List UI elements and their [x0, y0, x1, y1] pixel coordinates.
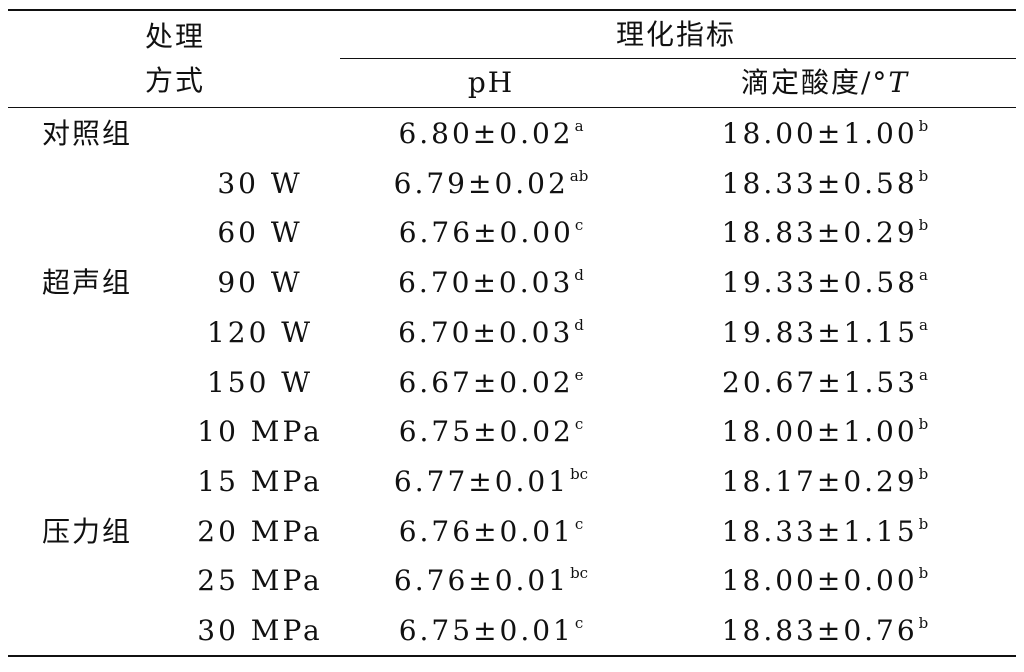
row-acidity-significance: a — [919, 266, 928, 284]
row-acidity-significance: a — [919, 316, 928, 334]
row-ph-value: 6.75±0.01 — [398, 614, 574, 647]
header-indicators: 理化指标 — [615, 18, 737, 51]
row-ph-value: 6.67±0.02 — [398, 366, 574, 399]
row-acidity-significance: a — [919, 366, 928, 384]
row-acidity-value: 18.00±1.00 — [721, 415, 918, 448]
row-ph-significance: e — [574, 366, 584, 384]
row-ph-significance: c — [574, 216, 584, 234]
row-acidity-value: 18.17±0.29 — [721, 465, 918, 498]
row-ph-significance: ab — [569, 167, 589, 185]
row-acidity: 18.33±1.15b — [722, 515, 929, 549]
row-ph-value: 6.75±0.02 — [398, 415, 574, 448]
row-ph: 6.79±0.02ab — [394, 167, 589, 201]
row-ph-value: 6.76±0.00 — [398, 216, 574, 249]
row-level: 150 W — [206, 366, 314, 399]
header-ph: pH — [467, 66, 515, 99]
row-acidity-significance: b — [918, 216, 929, 234]
row-acidity: 19.83±1.15a — [722, 316, 928, 350]
row-acidity: 18.83±0.29b — [722, 216, 929, 250]
row-acidity: 18.00±1.00b — [722, 415, 929, 449]
row-ph-significance: c — [574, 515, 584, 533]
row-level: 10 MPa — [197, 415, 323, 448]
row-acidity-significance: b — [918, 564, 929, 582]
row-ph-significance: d — [574, 266, 584, 284]
row-ph: 6.70±0.03d — [398, 266, 584, 300]
row-ph-value: 6.76±0.01 — [393, 564, 570, 597]
row-ph-significance: c — [574, 415, 584, 433]
row-ph: 6.76±0.01c — [399, 515, 584, 549]
top-rule — [8, 9, 1016, 11]
row-acidity: 18.00±0.00b — [722, 564, 929, 598]
row-acidity: 20.67±1.53a — [722, 366, 928, 400]
row-acidity-value: 18.00±0.00 — [721, 564, 918, 597]
row-acidity: 18.00±1.00b — [722, 117, 929, 151]
row-ph-significance: a — [574, 117, 584, 135]
row-ph: 6.77±0.01bc — [394, 465, 588, 499]
row-ph-value: 6.76±0.01 — [398, 515, 574, 548]
header-treatment-line1: 处理 — [144, 20, 206, 53]
row-ph-value: 6.77±0.01 — [393, 465, 570, 498]
row-acidity-significance: b — [918, 415, 929, 433]
header-treatment-line2: 方式 — [144, 64, 206, 97]
row-acidity: 18.33±0.58b — [722, 167, 929, 201]
row-ph-value: 6.80±0.02 — [398, 117, 574, 150]
row-ph: 6.67±0.02e — [398, 366, 583, 400]
row-acidity: 19.33±0.58a — [722, 266, 928, 300]
row-level: 120 W — [206, 316, 314, 349]
row-ph-significance: c — [574, 614, 584, 632]
row-acidity-significance: b — [918, 515, 929, 533]
header-bottom-rule — [8, 107, 1016, 109]
header-acidity-unit: T — [888, 66, 910, 99]
row-acidity-significance: b — [918, 167, 929, 185]
row-level: 30 W — [217, 167, 303, 200]
row-level: 60 W — [217, 216, 303, 249]
header-sub-rule — [340, 58, 1016, 60]
group-label-ultrasound: 超声组 — [42, 266, 133, 299]
row-ph-value: 6.70±0.03 — [398, 316, 574, 349]
row-acidity: 18.17±0.29b — [722, 465, 929, 499]
group-label-control: 对照组 — [42, 117, 133, 150]
row-acidity-significance: b — [918, 614, 929, 632]
row-ph: 6.75±0.02c — [399, 415, 584, 449]
row-acidity-value: 18.33±1.15 — [721, 515, 918, 548]
row-acidity-significance: b — [918, 117, 929, 135]
group-label-pressure: 压力组 — [42, 515, 133, 548]
row-ph: 6.80±0.02a — [398, 117, 583, 151]
row-ph-value: 6.70±0.03 — [398, 266, 574, 299]
row-level: 90 W — [217, 266, 303, 299]
row-ph: 6.70±0.03d — [398, 316, 584, 350]
row-level: 20 MPa — [197, 515, 323, 548]
row-acidity-value: 19.83±1.15 — [722, 316, 919, 349]
row-ph-significance: bc — [570, 564, 589, 582]
row-acidity: 18.83±0.76b — [722, 614, 929, 648]
row-acidity-value: 18.00±1.00 — [721, 117, 918, 150]
row-ph: 6.76±0.00c — [399, 216, 584, 250]
row-level: 15 MPa — [197, 465, 323, 498]
row-acidity-value: 19.33±0.58 — [722, 266, 919, 299]
row-ph-significance: bc — [570, 465, 589, 483]
header-acidity-label: 滴定酸度/° — [740, 66, 889, 99]
row-acidity-value: 18.83±0.76 — [721, 614, 918, 647]
row-ph-significance: d — [574, 316, 584, 334]
row-ph-value: 6.79±0.02 — [393, 167, 569, 200]
row-level: 25 MPa — [197, 564, 323, 597]
row-ph: 6.76±0.01bc — [394, 564, 588, 598]
row-acidity-value: 18.33±0.58 — [721, 167, 918, 200]
bottom-rule — [8, 655, 1016, 657]
header-titratable-acidity: 滴定酸度/°T — [741, 66, 909, 100]
row-acidity-value: 20.67±1.53 — [722, 366, 919, 399]
row-acidity-significance: b — [918, 465, 929, 483]
row-acidity-value: 18.83±0.29 — [721, 216, 918, 249]
row-level: 30 MPa — [197, 614, 323, 647]
row-ph: 6.75±0.01c — [399, 614, 584, 648]
